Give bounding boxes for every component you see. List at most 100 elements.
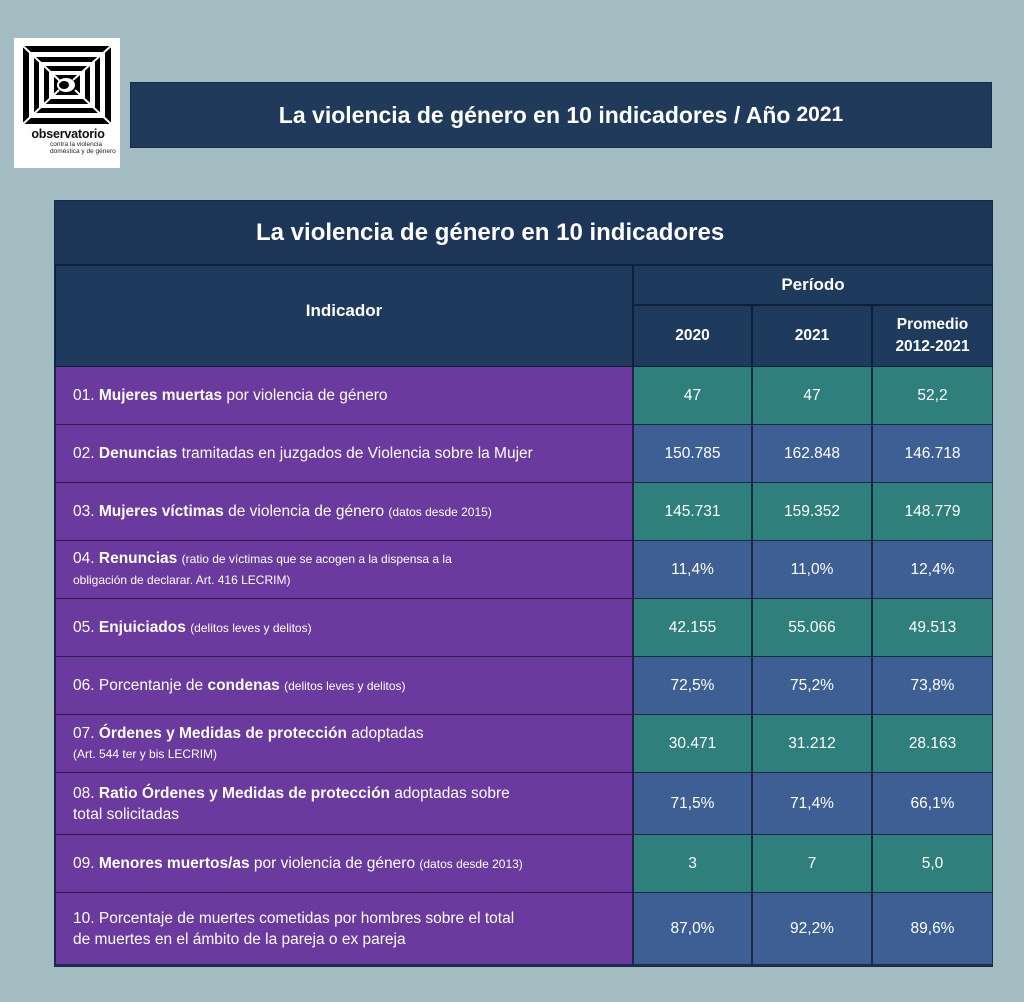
row-label: 02. Denuncias tramitadas en juzgados de … [55,425,633,483]
row-label-rest: tramitadas en juzgados de Violencia sobr… [177,445,533,462]
value-promedio: 73,8% [872,657,993,715]
row-number: 05. [73,618,95,636]
value-2021: 7 [752,835,872,893]
header-promedio-line2: 2012-2021 [895,338,970,355]
table-title: La violencia de género en 10 indicadores [55,201,992,265]
table-row: 01. Mujeres muertas por violencia de gén… [55,367,993,425]
row-label-bold: condenas [207,676,280,694]
table-row: 10. Porcentaje de muertes cometidas por … [55,893,993,965]
row-label-bold: Enjuiciados [98,618,186,636]
row-number: 03. [73,502,95,520]
header-promedio: Promedio 2012-2021 [872,305,993,367]
value-2020: 71,5% [633,773,752,835]
row-label-pre: Porcentanje de [98,676,208,694]
page-title: La violencia de género en 10 indicadores… [278,101,791,128]
value-promedio: 12,4% [872,541,993,599]
row-label-line2: (Art. 544 ter y bis LECRIM) [73,746,218,761]
header-periodo: Período [633,265,993,305]
value-promedio: 52,2 [872,367,993,425]
row-label: 07. Órdenes y Medidas de protección adop… [55,715,633,773]
row-label-bold: Ratio Órdenes y Medidas de protección [98,784,390,802]
value-2021: 159.352 [752,483,872,541]
value-promedio: 146.718 [872,425,993,483]
value-2020: 150.785 [633,425,752,483]
value-2020: 3 [633,835,752,893]
table-row: 08. Ratio Órdenes y Medidas de protecció… [55,773,993,835]
value-2020: 30.471 [633,715,752,773]
row-number: 06. [73,676,95,694]
value-2020: 72,5% [633,657,752,715]
table-row: 07. Órdenes y Medidas de protección adop… [55,715,993,773]
table-row: 03. Mujeres víctimas de violencia de gén… [55,483,993,541]
row-label-rest: de violencia de género [223,502,389,520]
row-number: 07. [73,724,95,742]
table-row: 06. Porcentanje de condenas (delitos lev… [55,657,993,715]
value-promedio: 5,0 [872,835,993,893]
value-promedio: 28.163 [872,715,993,773]
row-label-bold: Órdenes y Medidas de protección [98,724,347,742]
table-row: 04. Renuncias (ratio de víctimas que se … [55,541,993,599]
table-row: 09. Menores muertos/as por violencia de … [55,835,993,893]
value-2020: 47 [633,367,752,425]
row-label-bold: Mujeres víctimas [98,502,224,520]
value-2021: 11,0% [752,541,872,599]
row-label-note: (datos desde 2015) [388,504,492,519]
spiral-square-icon [22,45,112,125]
table-row: 05. Enjuiciados (delitos leves y delitos… [55,599,993,657]
value-2021: 162.848 [752,425,872,483]
row-number: 09. [73,854,95,872]
value-promedio: 66,1% [872,773,993,835]
row-label: 03. Mujeres víctimas de violencia de gén… [55,483,633,541]
row-label-line2: total solicitadas [73,805,179,823]
row-label-bold: Denuncias [98,445,178,462]
value-2020: 145.731 [633,483,752,541]
page-title-banner: La violencia de género en 10 indicadores… [130,82,992,148]
header-indicador: Indicador [55,265,633,367]
row-label-pre: Porcentaje de muertes cometidas por homb… [98,909,515,927]
row-label: 10. Porcentaje de muertes cometidas por … [55,893,633,965]
row-label-rest: adoptadas [346,724,424,742]
value-promedio: 49.513 [872,599,993,657]
row-label-rest: por violencia de género [249,854,420,872]
logo-brand: observatorio [31,127,105,141]
value-2021: 71,4% [752,773,872,835]
row-number: 02. [73,445,95,462]
indicators-table: La violencia de género en 10 indicadores… [54,200,993,967]
value-2021: 47 [752,367,872,425]
header-2020: 2020 [633,305,752,367]
value-2021: 55.066 [752,599,872,657]
logo-subtitle: contra la violencia doméstica y de géner… [50,141,116,155]
row-label: 06. Porcentanje de condenas (delitos lev… [55,657,633,715]
row-label-note: (ratio de víctimas que se acogen a la di… [181,552,452,566]
row-label-line2: de muertes en el ámbito de la pareja o e… [73,930,406,948]
row-number: 01. [73,387,95,404]
value-2021: 92,2% [752,893,872,965]
row-label-note: (delitos leves y delitos) [284,678,406,693]
value-promedio: 89,6% [872,893,993,965]
row-label-rest: por violencia de género [222,387,388,404]
page-title-year: 2021 [796,103,844,126]
row-number: 08. [73,784,95,802]
row-label: 05. Enjuiciados (delitos leves y delitos… [55,599,633,657]
row-number: 04. [73,550,95,567]
row-label-bold: Mujeres muertas [98,387,223,404]
observatorio-logo: observatorio contra la violencia domésti… [14,38,120,168]
table-row: 02. Denuncias tramitadas en juzgados de … [55,425,993,483]
value-2021: 75,2% [752,657,872,715]
row-label: 09. Menores muertos/as por violencia de … [55,835,633,893]
value-promedio: 148.779 [872,483,993,541]
row-label: 08. Ratio Órdenes y Medidas de protecció… [55,773,633,835]
row-label-bold: Renuncias [98,550,178,567]
header-promedio-line1: Promedio [896,316,969,333]
row-label-line2: obligación de declarar. Art. 416 LECRIM) [73,573,291,587]
value-2020: 11,4% [633,541,752,599]
value-2021: 31.212 [752,715,872,773]
row-label-rest: adoptadas sobre [390,784,510,802]
row-label: 01. Mujeres muertas por violencia de gén… [55,367,633,425]
value-2020: 87,0% [633,893,752,965]
row-label-note: (datos desde 2013) [419,856,523,871]
row-label: 04. Renuncias (ratio de víctimas que se … [55,541,633,599]
header-2021: 2021 [752,305,872,367]
row-label-note: (delitos leves y delitos) [190,620,312,635]
row-number: 10. [73,909,95,927]
